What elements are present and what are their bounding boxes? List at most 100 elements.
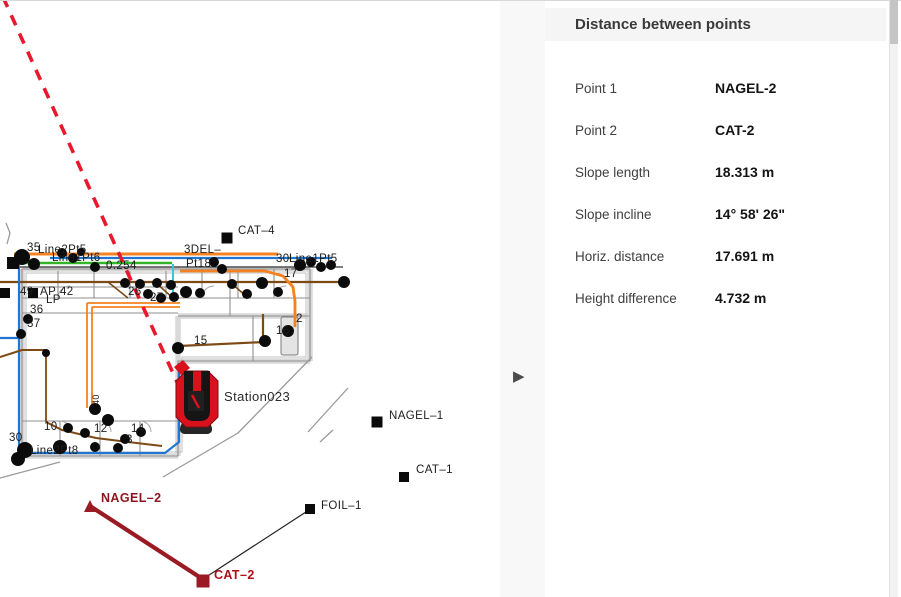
expand-panel-arrow-icon[interactable]: ▶ [513,368,525,385]
survey-dot[interactable] [136,427,146,437]
survey-dot[interactable] [282,325,294,337]
survey-dot[interactable] [28,258,40,270]
map-label: LP [46,294,61,306]
survey-dot[interactable] [68,253,78,263]
door-arc [57,285,71,299]
survey-dot[interactable] [143,289,153,299]
survey-dot[interactable] [195,288,205,298]
map-label: 14 [131,423,145,435]
total-station-part [190,394,201,409]
survey-dot[interactable] [53,440,67,454]
point-marker-NAGEL-1[interactable] [371,416,383,428]
row-height-difference: Height difference 4.732 m [575,277,875,319]
top-border [0,0,901,1]
point-marker-CAT-4[interactable] [221,232,233,244]
scrollbar-thumb[interactable] [890,0,898,44]
survey-dot[interactable] [90,262,100,272]
map-label: Station023 [224,389,290,404]
point-marker-FOIL-1[interactable] [305,504,315,514]
survey-dot[interactable] [152,278,162,288]
survey-dot[interactable] [316,262,326,272]
map-label: FOIL–1 [321,500,362,512]
field-value: 17.691 m [715,248,775,264]
map-label: NAGEL–1 [389,410,444,422]
field-label: Point 1 [575,80,618,96]
survey-dot[interactable] [172,342,184,354]
survey-square-point[interactable] [28,288,38,298]
survey-dot[interactable] [259,335,271,347]
map-label: 10 [44,421,58,433]
survey-dot[interactable] [326,260,336,270]
map-label: 30 [9,432,23,444]
row-point-1: Point 1 NAGEL-2 [575,67,875,109]
survey-dot[interactable] [57,248,67,258]
map-canvas[interactable]: 35 Line2Pt5 Line1Pt6 0.254 49 AP 42 LP 26 27 3DEL–… [0,1,500,597]
survey-dot[interactable] [102,414,114,426]
panel-divider: ▶ [500,1,545,597]
utility-line-gray [0,461,61,479]
survey-dot[interactable] [338,276,350,288]
field-value: 18.313 m [715,164,775,180]
row-slope-incline: Slope incline 14° 58' 26" [575,193,875,235]
survey-dot[interactable] [294,259,306,271]
utility-line-orange [180,269,297,327]
survey-dot[interactable] [256,277,268,289]
map-label: 42 [60,286,74,298]
map-label: 12 [94,423,108,435]
survey-dot[interactable] [156,293,166,303]
field-label: Horiz. distance [575,248,665,264]
survey-dot[interactable] [63,423,73,433]
survey-dot[interactable] [227,279,237,289]
survey-dot[interactable] [217,264,227,274]
panel-scrollbar[interactable] [889,0,898,597]
panel-title: Distance between points [575,16,751,33]
survey-dot[interactable] [80,428,90,438]
survey-dot[interactable] [273,287,283,297]
map-label: 30 [276,253,290,265]
utility-line-brown [45,421,163,447]
field-value: 14° 58' 26" [715,206,786,222]
survey-dot[interactable] [113,443,123,453]
survey-square-point[interactable] [7,257,19,269]
survey-dot[interactable] [135,279,145,289]
survey-dot[interactable] [209,257,219,267]
survey-dot[interactable] [16,329,26,339]
utility-line-gray [319,429,334,443]
survey-dot[interactable] [120,278,130,288]
point-marker-NAGEL-2[interactable] [84,500,96,512]
utility-line-darkred [88,504,203,580]
survey-square-point[interactable] [0,288,10,298]
map-label: 2 [296,313,303,325]
map-label: 26 [128,286,142,298]
map-label: AP [40,286,56,298]
field-value: NAGEL-2 [715,80,777,96]
point-marker-CAT-2[interactable] [196,574,210,588]
map-label: 49 [20,286,34,298]
utility-line-brown [178,340,265,348]
field-label: Point 2 [575,122,618,138]
survey-dot[interactable] [306,257,316,267]
survey-dot[interactable] [23,314,33,324]
map-label: CAT–2 [214,568,255,582]
utility-line-gray [162,356,313,478]
survey-dot[interactable] [242,289,252,299]
survey-dot[interactable] [89,403,101,415]
survey-dot[interactable] [90,442,100,452]
utility-line-brown [107,281,129,299]
survey-dot[interactable] [42,349,50,357]
map-label: 16 [276,325,290,337]
total-station-icon[interactable] [174,360,219,434]
measurement-rows: Point 1 NAGEL-2 Point 2 CAT-2 Slope length 18… [575,67,875,319]
survey-dot[interactable] [169,292,179,302]
results-panel: Distance between points Point 1 NAGEL-2 Po… [545,0,901,597]
survey-dot[interactable] [166,280,176,290]
survey-dot[interactable] [77,248,85,256]
row-point-2: Point 2 CAT-2 [575,109,875,151]
survey-dot[interactable] [180,286,192,298]
row-slope-length: Slope length 18.313 m [575,151,875,193]
survey-dot[interactable] [120,434,130,444]
survey-dot[interactable] [11,452,25,466]
point-marker-CAT-1[interactable] [399,472,409,482]
map-label: 36 [30,304,44,316]
